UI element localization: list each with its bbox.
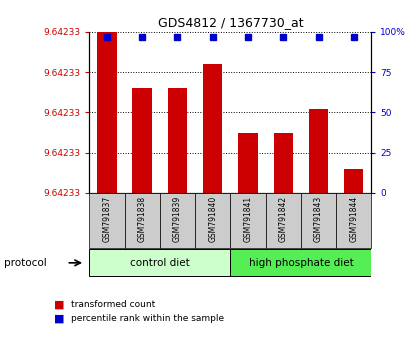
Bar (230, 193, 266, 248)
Text: GSM791837: GSM791837 (103, 196, 111, 242)
Bar (195, 193, 230, 248)
Text: protocol: protocol (4, 258, 47, 268)
Bar (132, 88, 152, 193)
Bar (124, 193, 160, 248)
Bar (309, 109, 328, 193)
Bar (266, 193, 301, 248)
Text: ■: ■ (54, 299, 64, 309)
Text: transformed count: transformed count (71, 300, 155, 309)
Title: GDS4812 / 1367730_at: GDS4812 / 1367730_at (158, 16, 303, 29)
Text: control diet: control diet (130, 258, 190, 268)
Bar (168, 88, 187, 193)
Bar (203, 64, 222, 193)
Bar (301, 193, 336, 248)
Text: GSM791843: GSM791843 (314, 196, 323, 242)
Text: GSM791844: GSM791844 (349, 196, 358, 242)
Bar (97, 32, 117, 193)
Bar (160, 193, 195, 248)
Bar (273, 133, 293, 193)
Bar (336, 193, 371, 248)
Text: GSM791841: GSM791841 (244, 196, 252, 242)
Bar (230, 249, 371, 276)
Text: ■: ■ (54, 314, 64, 324)
Text: GSM791838: GSM791838 (138, 196, 146, 242)
Text: high phosphate diet: high phosphate diet (249, 258, 353, 268)
Text: GSM791842: GSM791842 (279, 196, 288, 242)
Text: GSM791840: GSM791840 (208, 196, 217, 242)
Bar (238, 133, 258, 193)
Text: GSM791839: GSM791839 (173, 196, 182, 242)
Bar (89, 249, 230, 276)
Text: percentile rank within the sample: percentile rank within the sample (71, 314, 224, 323)
Bar (89, 193, 124, 248)
Bar (344, 169, 364, 193)
